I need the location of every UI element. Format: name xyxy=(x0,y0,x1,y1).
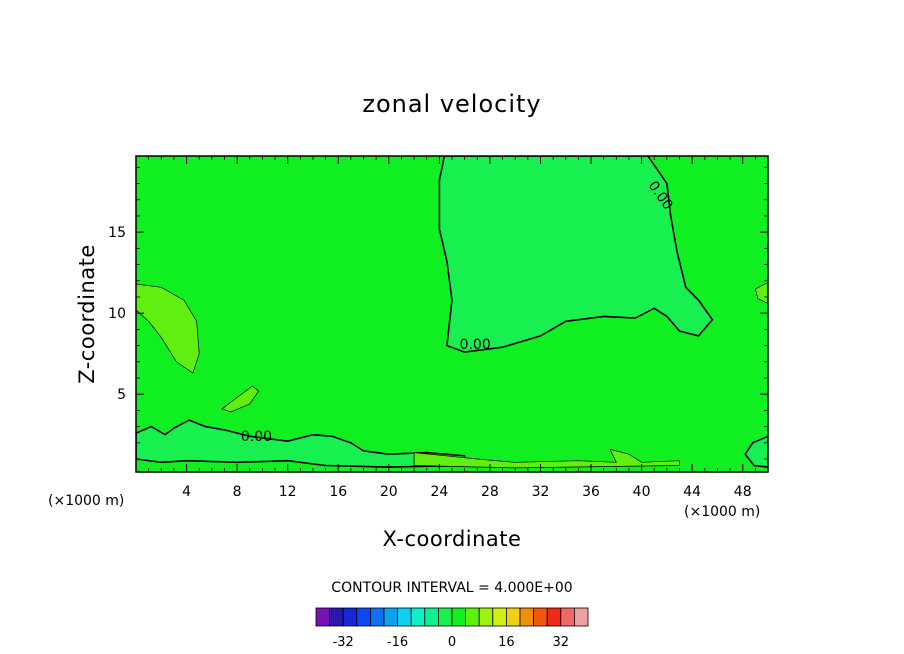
contour-region-positive-bottom-strip xyxy=(413,448,680,469)
colorbar-swatch xyxy=(505,607,521,627)
colorbar-tick-label: 16 xyxy=(498,635,515,650)
colorbar-tick-label: -32 xyxy=(333,635,354,650)
contour-label: 0.00 xyxy=(241,429,272,445)
colorbar-tick-label: 0 xyxy=(448,635,456,650)
colorbar-swatch xyxy=(329,607,344,627)
colorbar-swatch xyxy=(315,607,331,627)
colorbar-swatch xyxy=(465,607,480,627)
x-axis-label: X-coordinate xyxy=(383,527,522,551)
x-tick-label: 24 xyxy=(430,484,448,500)
colorbar-swatch xyxy=(424,607,439,627)
colorbar-swatch xyxy=(397,607,412,627)
colorbar-swatch xyxy=(478,607,494,627)
x-tick-label: 40 xyxy=(633,484,651,500)
colorbar-swatch xyxy=(410,607,426,627)
contour-interval-text: CONTOUR INTERVAL = 4.000E+00 xyxy=(331,580,572,596)
colorbar-swatch xyxy=(519,607,535,627)
colorbar: -32 -16 0 16 32 xyxy=(315,607,589,650)
x-tick-label: 48 xyxy=(734,484,752,500)
x-tick-label: 20 xyxy=(380,484,398,500)
colorbar-swatch xyxy=(492,607,507,627)
colorbar-tick-label: 32 xyxy=(553,635,570,650)
x-tick-label: 32 xyxy=(532,484,550,500)
x-tick-label: 28 xyxy=(481,484,499,500)
y-tick-label: 15 xyxy=(108,225,126,241)
contour-region-positive-right-edge xyxy=(754,282,768,304)
contour-region-negative-lower-left xyxy=(136,419,466,468)
x-tick-label: 36 xyxy=(582,484,600,500)
x-tick-label: 44 xyxy=(683,484,701,500)
x-unit-label-left: (×1000 m) xyxy=(48,493,124,509)
y-tick-label: 5 xyxy=(117,387,126,403)
contour-region-positive-blob xyxy=(221,385,260,413)
colorbar-swatch xyxy=(369,607,385,627)
chart-title: zonal velocity xyxy=(362,90,541,118)
colorbar-tick-label: -16 xyxy=(387,635,408,650)
x-tick-label: 16 xyxy=(329,484,347,500)
y-tick-label: 10 xyxy=(108,306,126,322)
colorbar-swatch xyxy=(451,607,467,627)
colorbar-swatch xyxy=(356,607,371,627)
contour-label: 0.00 xyxy=(460,337,491,353)
x-tick-label: 4 xyxy=(182,484,191,500)
contour-region-negative-upper-right xyxy=(438,156,714,353)
colorbar-swatch xyxy=(342,607,358,627)
contour-region-positive-left xyxy=(136,283,200,374)
contour-region-negative-right-edge xyxy=(744,435,768,468)
y-axis-label: Z-coordinate xyxy=(75,244,99,384)
colorbar-swatch xyxy=(574,607,589,627)
x-tick-label: 12 xyxy=(279,484,297,500)
colorbar-swatch xyxy=(546,607,562,627)
x-tick-label: 8 xyxy=(233,484,242,500)
x-unit-label-right: (×1000 m) xyxy=(684,504,760,520)
colorbar-swatch xyxy=(437,607,453,627)
colorbar-swatch xyxy=(560,607,575,627)
colorbar-swatch xyxy=(383,607,399,627)
colorbar-swatch xyxy=(533,607,548,627)
